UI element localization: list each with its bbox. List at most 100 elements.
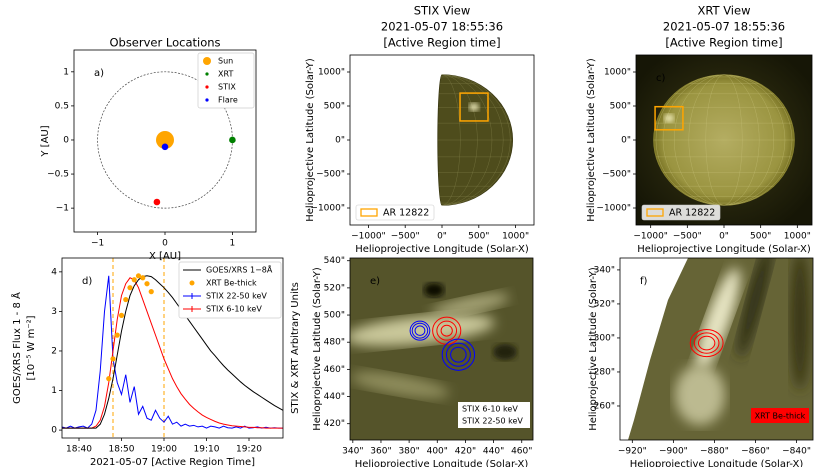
point [144, 281, 150, 287]
y-axis-label: Helioprojective Latitude (Solar-Y) [312, 267, 323, 431]
ar-box [654, 105, 684, 131]
point [140, 275, 146, 281]
x-tick-label: 500" [750, 232, 771, 242]
dark-lane [790, 258, 810, 390]
axes-frame [349, 257, 534, 441]
legend-marker [205, 72, 209, 76]
legend-label: STIX 22-50 keV [206, 292, 267, 301]
legend-label: XRT [218, 70, 233, 79]
legend-marker [205, 98, 209, 102]
legend-label: AR 12822 [669, 208, 715, 219]
panel: −1000" −500" 0" 500" 1000" −1000" −500" 0" 500" 1… [586, 4, 813, 255]
point [153, 198, 161, 206]
x-tick-label: 440" [483, 447, 504, 457]
x-tick-label: 19:00 [151, 445, 177, 455]
contour [450, 346, 467, 363]
chart-title: [Active Region time] [665, 36, 782, 50]
point [156, 130, 174, 149]
point [135, 273, 142, 279]
panel: −920" −900" −880" −860" −840" 260" 280" 300" 320… [588, 257, 814, 467]
active-region [469, 103, 480, 112]
panel-label: a) [94, 68, 104, 79]
y-tick-label: 300" [594, 333, 615, 343]
x-tick-label: 1000" [502, 232, 529, 242]
legend-label: Sun [218, 57, 233, 66]
y-tick-label: 3 [51, 307, 57, 317]
legend-label: GOES/XRS 1−8Å [206, 264, 273, 275]
longitude-line [655, 74, 793, 206]
axes-frame [61, 257, 284, 439]
longitude-line [437, 74, 504, 206]
active-region [664, 114, 674, 123]
legend-box [197, 52, 255, 109]
contour [445, 342, 471, 367]
x-tick-label: 420" [455, 447, 476, 457]
chart-title: Observer Locations [109, 36, 220, 50]
panel: −1000" −500" 0" 500" 1000" −1000" −500" 0" 500" 1… [305, 4, 535, 255]
point [229, 136, 236, 144]
longitude-line [437, 74, 478, 206]
contour [697, 335, 716, 351]
y-tick-label: 1 [51, 386, 57, 396]
x-tick-label: −1 [91, 239, 104, 249]
y-tick-label: 260" [594, 401, 615, 411]
contour [440, 324, 453, 337]
x-tick-label: 360" [370, 447, 391, 457]
y-tick-label: 0 [51, 426, 57, 436]
legend-marker [360, 208, 378, 217]
dark-spot [424, 283, 444, 297]
dark-spot [493, 344, 517, 360]
y-tick-label: 0 [63, 135, 69, 145]
legend-marker [205, 85, 209, 89]
point [161, 143, 169, 151]
y-axis-label: Helioprojective Latitude (Solar-Y) [586, 58, 597, 222]
point [106, 376, 112, 382]
axes-frame [619, 257, 814, 441]
point [123, 296, 129, 303]
y-tick-label: −500" [316, 170, 345, 180]
y-tick-label: −500" [602, 170, 631, 180]
chart-title: 2021-05-07 18:55:36 [663, 20, 785, 34]
contour [441, 338, 476, 371]
x-axis-label: 2021-05-07 [Active Region Time] [90, 457, 255, 467]
point [131, 277, 137, 283]
x-tick-label: −1000" [351, 232, 386, 242]
y2-axis-label: STIX & XRT Arbitrary Units [290, 282, 301, 414]
chart-title: XRT View [697, 4, 750, 18]
plot-area [97, 71, 236, 209]
x-tick-label: 0 [162, 239, 168, 249]
chart-title: 2021-05-07 18:55:36 [381, 20, 503, 34]
y-tick-label: 420" [324, 419, 345, 429]
plot-area [636, 55, 812, 225]
contour-label: XRT Be-thick [755, 412, 806, 421]
x-tick-label: 500" [468, 232, 489, 242]
y-tick-label: 440" [324, 392, 345, 402]
x-tick-label: −840" [782, 447, 811, 457]
x-axis-label: X [AU] [149, 251, 181, 262]
point [148, 289, 154, 295]
panel-label: d) [82, 276, 92, 287]
legend-label: Flare [218, 96, 238, 105]
chart-title: STIX View [414, 4, 471, 18]
longitude-line [437, 74, 511, 206]
longitude-line [437, 74, 461, 206]
y-axis-label: Helioprojective Latitude (Solar-Y) [305, 58, 316, 222]
y-tick-label: −1000" [596, 204, 631, 214]
y-tick-label: 1 [63, 67, 69, 77]
x-tick-label: 400" [427, 447, 448, 457]
y-tick-label: 0" [621, 136, 631, 146]
chart-title: [Active Region time] [383, 36, 500, 50]
legend-label: XRT Be-thick [206, 279, 257, 288]
longitude-line [437, 74, 493, 206]
series-line [62, 275, 283, 429]
ar-box [459, 92, 489, 122]
y-tick-label: 0" [335, 136, 345, 146]
x-tick-label: −900" [659, 447, 688, 457]
legend-box [458, 402, 530, 428]
x-tick-label: 0" [437, 232, 447, 242]
point [114, 332, 120, 338]
x-tick-label: 1 [230, 239, 236, 249]
dark-lane [737, 258, 773, 358]
x-tick-label: −500" [391, 232, 420, 242]
